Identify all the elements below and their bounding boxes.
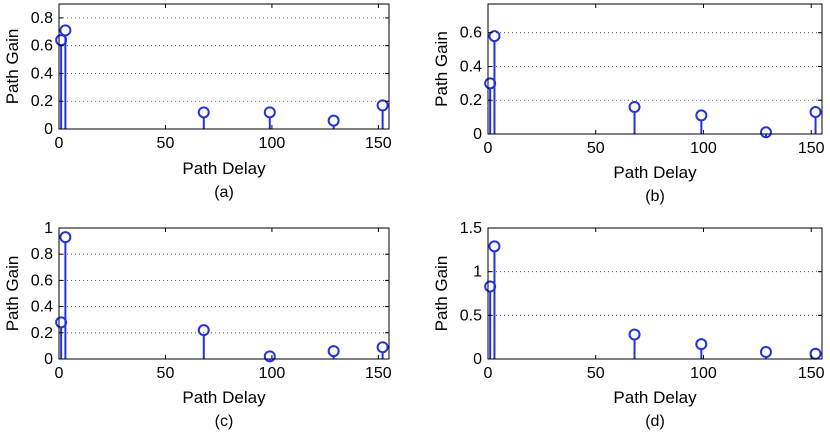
x-tick-label: 100 bbox=[690, 365, 717, 382]
stem-marker bbox=[197, 324, 210, 337]
x-tick-label: 150 bbox=[798, 365, 825, 382]
y-tick-label: 0.8 bbox=[31, 246, 53, 263]
x-tick-label: 0 bbox=[484, 140, 493, 157]
subplot-caption: (a) bbox=[214, 184, 234, 201]
x-tick-label: 0 bbox=[55, 135, 64, 152]
subplot-a: 0 50 100 150 0 0.2 0.4 0.6 0.8 Path Delay Path Gai… bbox=[3, 3, 392, 201]
stem-marker bbox=[327, 114, 340, 127]
stem-marker bbox=[628, 328, 641, 341]
stem-marker bbox=[488, 30, 501, 43]
x-tick-label: 100 bbox=[259, 365, 286, 382]
y-axis-label: Path Gain bbox=[3, 256, 22, 332]
x-tick-label: 150 bbox=[365, 135, 392, 152]
x-tick-label: 100 bbox=[690, 140, 717, 157]
x-tick-label: 50 bbox=[587, 140, 605, 157]
stem-marker bbox=[809, 106, 822, 119]
stem-marker bbox=[59, 24, 72, 37]
subplot-b: 0 50 100 150 0 0.2 0.4 0.6 Path Delay Path Gain (b… bbox=[432, 3, 825, 205]
x-tick-label: 50 bbox=[587, 365, 605, 382]
stem-marker bbox=[263, 350, 276, 363]
stem-marker bbox=[376, 99, 389, 112]
y-tick-label: 0.8 bbox=[31, 10, 53, 27]
stem-marker bbox=[809, 347, 822, 360]
x-tick-label: 150 bbox=[365, 365, 392, 382]
y-axis-label: Path Gain bbox=[3, 29, 22, 105]
x-tick-label: 100 bbox=[259, 135, 286, 152]
y-tick-label: 0.2 bbox=[31, 325, 53, 342]
stem-marker bbox=[759, 126, 772, 139]
subplot-c: 0 50 100 150 0 0.2 0.4 0.6 0.8 1 Path Delay Path Ga… bbox=[3, 220, 392, 430]
y-tick-label: 0.6 bbox=[31, 272, 53, 289]
y-tick-label: 1.5 bbox=[460, 220, 482, 237]
stem-marker bbox=[695, 338, 708, 351]
y-tick-label: 0 bbox=[473, 126, 482, 143]
y-tick-label: 0.2 bbox=[460, 92, 482, 109]
x-axis-label: Path Delay bbox=[182, 388, 266, 407]
y-tick-label: 0.4 bbox=[460, 58, 482, 75]
stem-marker bbox=[628, 100, 641, 113]
y-tick-label: 1 bbox=[473, 264, 482, 281]
subplot-caption: (d) bbox=[645, 413, 665, 430]
x-axis-label: Path Delay bbox=[613, 388, 697, 407]
y-tick-label: 0 bbox=[44, 121, 53, 138]
stem-marker bbox=[327, 345, 340, 358]
stem-marker bbox=[488, 240, 501, 253]
x-tick-label: 50 bbox=[157, 135, 175, 152]
stem-marker bbox=[197, 106, 210, 119]
subplot-d: 0 50 100 150 0 0.5 1 1.5 Path Delay Path Gain (d) bbox=[432, 220, 825, 430]
y-axis-label: Path Gain bbox=[432, 31, 451, 107]
x-tick-label: 150 bbox=[798, 140, 825, 157]
x-axis-label: Path Delay bbox=[613, 163, 697, 182]
axes-box bbox=[487, 3, 823, 135]
stem-marker bbox=[263, 106, 276, 119]
stem-marker bbox=[376, 341, 389, 354]
stem-marker bbox=[59, 231, 72, 244]
stem-marker bbox=[695, 109, 708, 122]
axes-box bbox=[58, 3, 390, 130]
x-axis-label: Path Delay bbox=[182, 159, 266, 178]
y-tick-label: 0 bbox=[473, 351, 482, 368]
x-tick-label: 0 bbox=[484, 365, 493, 382]
y-tick-label: 0.5 bbox=[460, 307, 482, 324]
stem-marker bbox=[759, 346, 772, 359]
y-tick-label: 0.4 bbox=[31, 299, 53, 316]
x-tick-label: 50 bbox=[157, 365, 175, 382]
y-axis-label: Path Gain bbox=[432, 256, 451, 332]
subplot-caption: (b) bbox=[645, 188, 665, 205]
y-tick-label: 0.6 bbox=[31, 38, 53, 55]
y-tick-label: 0.2 bbox=[31, 93, 53, 110]
y-tick-label: 0 bbox=[44, 351, 53, 368]
y-tick-label: 0.4 bbox=[31, 65, 53, 82]
y-tick-label: 1 bbox=[44, 220, 53, 237]
y-tick-label: 0.6 bbox=[460, 25, 482, 42]
axes-box bbox=[58, 227, 390, 360]
x-tick-label: 0 bbox=[55, 365, 64, 382]
axes-box bbox=[487, 227, 823, 360]
subplot-caption: (c) bbox=[215, 413, 234, 430]
